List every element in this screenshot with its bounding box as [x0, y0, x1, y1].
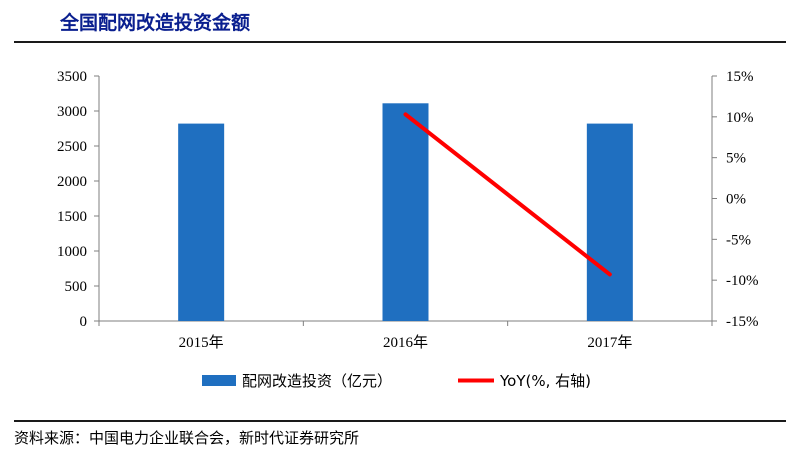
bar: [382, 103, 429, 321]
title-divider: [14, 41, 786, 43]
line-layer: [403, 112, 612, 277]
left-tick-label: 1000: [57, 244, 87, 260]
left-tick-label: 0: [80, 314, 88, 330]
bar: [586, 123, 633, 321]
legend-line-label: YoY(%, 右轴): [499, 372, 591, 390]
right-tick-label: -5%: [726, 232, 751, 248]
bars-layer: [178, 103, 633, 321]
left-tick-label: 3500: [57, 69, 87, 85]
bar: [178, 123, 225, 321]
right-tick-label: -15%: [726, 314, 759, 330]
legend-bar-label: 配网改造投资（亿元）: [242, 372, 392, 390]
left-tick-label: 1500: [57, 209, 87, 225]
right-tick-label: 0%: [726, 192, 746, 208]
right-tick-label: 5%: [726, 151, 746, 167]
left-tick-label: 500: [65, 279, 88, 295]
right-tick-label: 15%: [726, 69, 754, 85]
left-tick-label: 2500: [57, 139, 87, 155]
right-tick-label: 10%: [726, 110, 754, 126]
left-tick-label: 3000: [57, 104, 87, 120]
right-tick-label: -10%: [726, 273, 759, 289]
chart-title: 全国配网改造投资金额: [60, 12, 251, 34]
x-tick-label: 2015年: [179, 334, 224, 351]
source-divider: [14, 420, 786, 422]
left-tick-label: 2000: [57, 174, 87, 190]
legend: 配网改造投资（亿元） YoY(%, 右轴): [202, 372, 591, 390]
legend-bar-swatch: [202, 375, 236, 386]
chart: 0 500 1000 1500 2000 2500 3000 3500 -15% -10% -5% 0…: [57, 69, 759, 390]
source-note: 资料来源：中国电力企业联合会，新时代证券研究所: [14, 429, 360, 447]
x-tick-label: 2017年: [587, 334, 632, 351]
yoy-line: [403, 112, 612, 277]
x-tick-label: 2016年: [383, 334, 428, 351]
ticks-layer: 0 500 1000 1500 2000 2500 3000 3500 -15% -10% -5% 0…: [57, 69, 759, 351]
